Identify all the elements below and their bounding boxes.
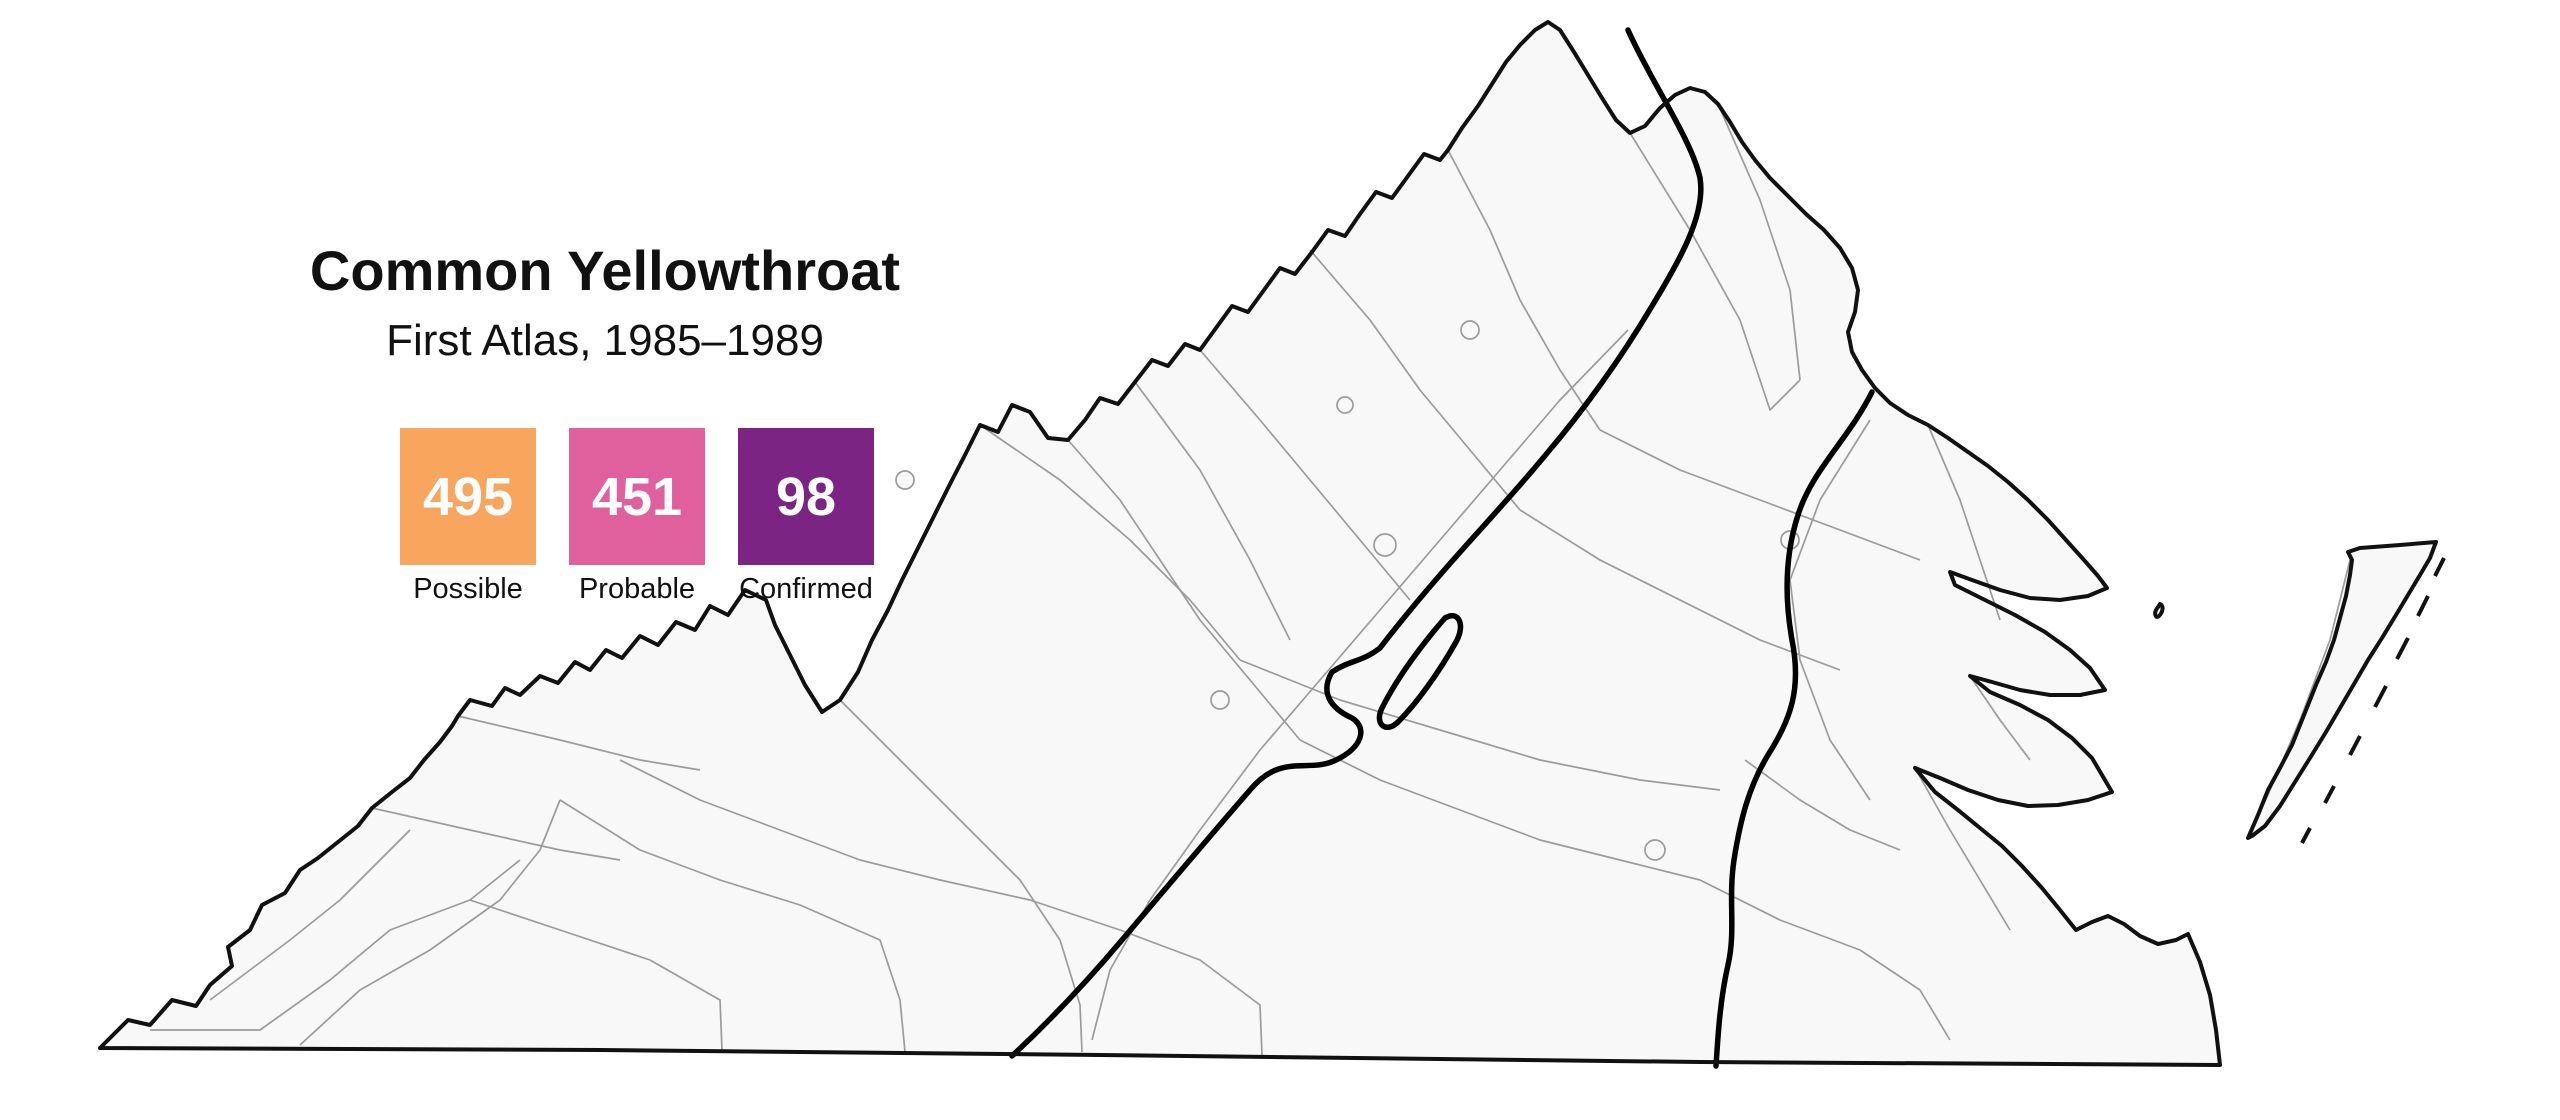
legend-swatch: 451 bbox=[569, 428, 705, 565]
legend-swatch: 98 bbox=[738, 428, 874, 565]
map-title: Common Yellowthroat bbox=[309, 239, 901, 302]
legend-count: 451 bbox=[591, 466, 683, 527]
legend: 495 Possible 451 Probable 98 Confirmed bbox=[400, 428, 874, 606]
barrier-islands bbox=[2300, 557, 2446, 844]
legend-count: 98 bbox=[775, 466, 837, 527]
blue-ridge-line bbox=[1009, 27, 1704, 1059]
state-land bbox=[100, 22, 2436, 1065]
city-outlines bbox=[895, 320, 1800, 861]
massanutten-loop bbox=[1376, 613, 1464, 730]
fall-line bbox=[1713, 389, 1875, 1069]
tangier-island bbox=[2153, 602, 2165, 619]
legend-swatch: 495 bbox=[400, 428, 536, 565]
eastern-shore bbox=[2153, 540, 2446, 844]
legend-count: 495 bbox=[422, 466, 514, 527]
legend-item-confirmed: 98 Confirmed bbox=[738, 428, 874, 606]
eastern-shore-outline bbox=[2246, 540, 2438, 840]
legend-label: Possible bbox=[413, 573, 523, 605]
legend-item-possible: 495 Possible bbox=[400, 428, 536, 606]
map-subtitle: First Atlas, 1985–1989 bbox=[386, 315, 824, 365]
title-block: Common Yellowthroat First Atlas, 1985–19… bbox=[250, 240, 960, 366]
region-boundary-lines bbox=[1009, 27, 1875, 1069]
state-outline bbox=[98, 20, 2222, 1067]
legend-label: Probable bbox=[578, 573, 696, 605]
county-boundaries bbox=[150, 103, 2351, 1056]
legend-label: Confirmed bbox=[739, 573, 873, 605]
legend-item-probable: 451 Probable bbox=[569, 428, 705, 606]
